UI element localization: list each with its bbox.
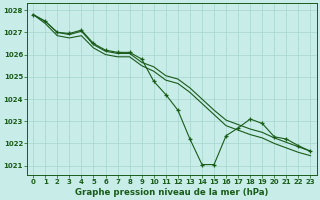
X-axis label: Graphe pression niveau de la mer (hPa): Graphe pression niveau de la mer (hPa) — [75, 188, 268, 197]
